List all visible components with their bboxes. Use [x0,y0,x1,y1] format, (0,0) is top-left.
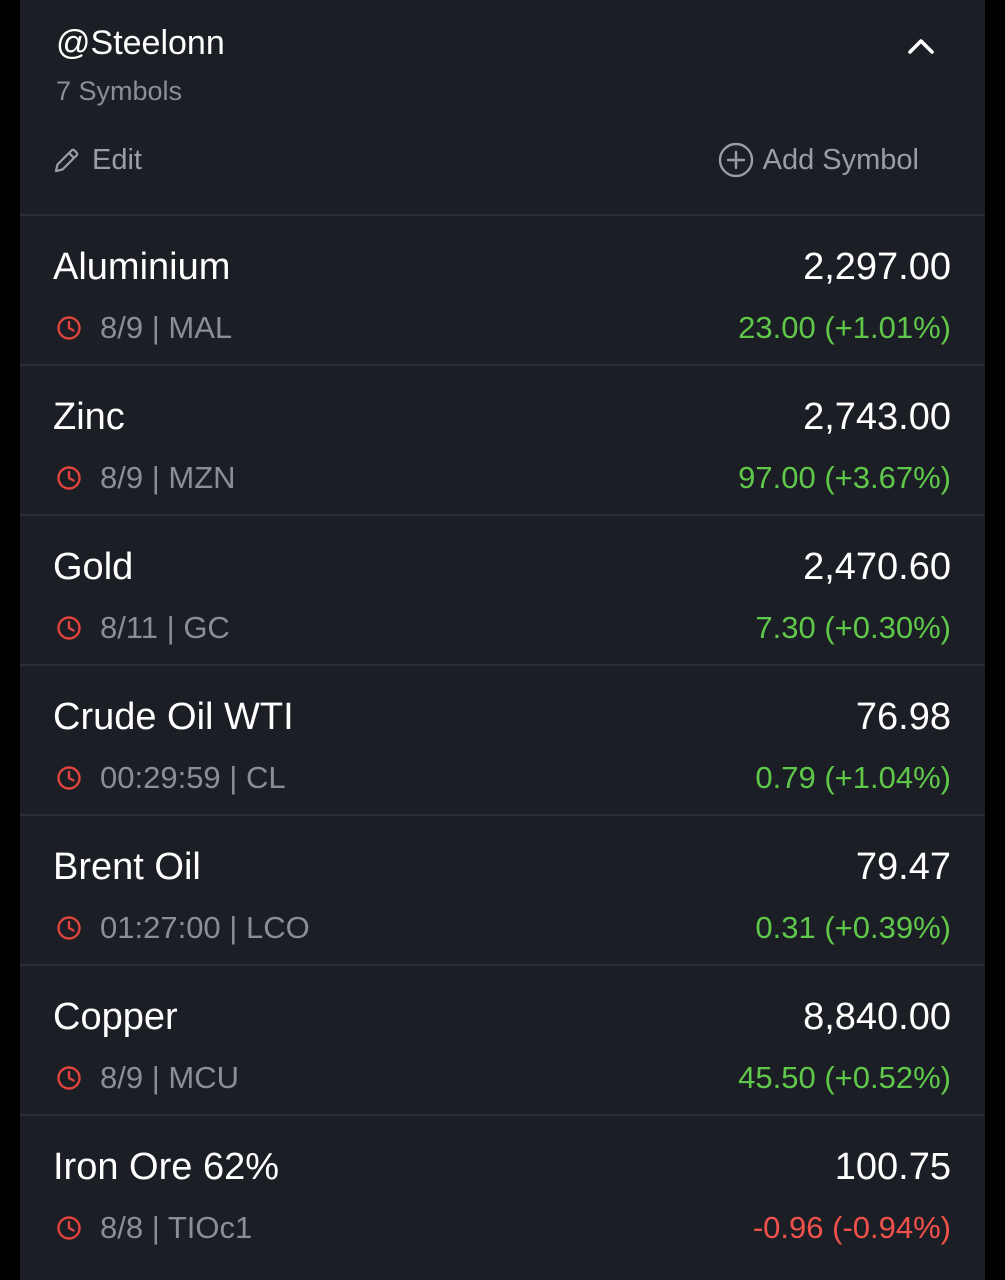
symbol-name: Aluminium [53,246,231,288]
watchlist-panel: @Steelonn 7 Symbols Edit [20,0,985,1280]
symbol-row[interactable]: Copper 8,840.00 8/9 | MCU 45.50 (+0.52%) [20,966,985,1116]
edit-button[interactable]: Edit [52,140,142,180]
symbol-name: Gold [53,546,134,588]
symbol-meta: 8/9 | MAL [56,308,232,348]
clock-icon [56,1065,82,1091]
symbol-name: Brent Oil [53,846,201,888]
add-symbol-button[interactable]: Add Symbol [717,140,919,180]
symbol-row[interactable]: Crude Oil WTI 76.98 00:29:59 | CL 0.79 (… [20,666,985,816]
symbol-time-ticker: 01:27:00 | LCO [100,910,310,945]
clock-icon [56,915,82,941]
pencil-icon [52,145,82,175]
symbol-time-ticker: 8/11 | GC [100,610,230,645]
symbol-change: 45.50 (+0.52%) [738,1060,951,1095]
symbol-name: Iron Ore 62% [53,1146,279,1188]
collapse-button[interactable] [901,26,941,66]
edit-label: Edit [92,144,142,176]
clock-icon [56,315,82,341]
plus-circle-icon [717,141,755,179]
symbol-change: 7.30 (+0.30%) [755,610,951,645]
symbol-price: 2,297.00 [803,246,951,288]
symbol-price: 79.47 [855,846,951,888]
symbol-price: 76.98 [855,696,951,738]
symbol-row[interactable]: Brent Oil 79.47 01:27:00 | LCO 0.31 (+0.… [20,816,985,966]
clock-icon [56,465,82,491]
symbol-row[interactable]: Zinc 2,743.00 8/9 | MZN 97.00 (+3.67%) [20,366,985,516]
chevron-up-icon [908,39,934,54]
symbol-row[interactable]: Aluminium 2,297.00 8/9 | MAL 23.00 (+1.0… [20,216,985,366]
symbol-time-ticker: 8/9 | MZN [100,460,236,495]
watchlist-title: @Steelonn [56,24,225,62]
symbol-price: 2,470.60 [803,546,951,588]
watchlist-header: @Steelonn 7 Symbols Edit [20,0,985,216]
symbol-change: 0.79 (+1.04%) [755,760,951,795]
symbol-row[interactable]: Iron Ore 62% 100.75 8/8 | TIOc1 -0.96 (-… [20,1116,985,1266]
clock-icon [56,765,82,791]
symbol-meta: 8/8 | TIOc1 [56,1208,252,1248]
symbol-change: 23.00 (+1.01%) [738,310,951,345]
symbol-name: Crude Oil WTI [53,696,294,738]
symbol-price: 8,840.00 [803,996,951,1038]
symbol-meta: 8/11 | GC [56,608,230,648]
symbol-list: Aluminium 2,297.00 8/9 | MAL 23.00 (+1.0… [20,216,985,1266]
add-symbol-label: Add Symbol [762,144,919,176]
symbol-price: 2,743.00 [803,396,951,438]
symbol-change: 97.00 (+3.67%) [738,460,951,495]
symbol-meta: 8/9 | MCU [56,1058,239,1098]
symbol-count: 7 Symbols [56,76,183,106]
symbol-name: Copper [53,996,178,1038]
symbol-price: 100.75 [834,1146,951,1188]
clock-icon [56,615,82,641]
symbol-meta: 00:29:59 | CL [56,758,286,798]
symbol-row[interactable]: Gold 2,470.60 8/11 | GC 7.30 (+0.30%) [20,516,985,666]
symbol-time-ticker: 00:29:59 | CL [100,760,286,795]
symbol-meta: 01:27:00 | LCO [56,908,310,948]
symbol-name: Zinc [53,396,125,438]
symbol-time-ticker: 8/8 | TIOc1 [100,1210,253,1245]
symbol-change: 0.31 (+0.39%) [755,910,951,945]
symbol-change: -0.96 (-0.94%) [752,1210,951,1245]
symbol-meta: 8/9 | MZN [56,458,236,498]
symbol-time-ticker: 8/9 | MAL [100,310,233,345]
symbol-time-ticker: 8/9 | MCU [100,1060,239,1095]
clock-icon [56,1215,82,1241]
